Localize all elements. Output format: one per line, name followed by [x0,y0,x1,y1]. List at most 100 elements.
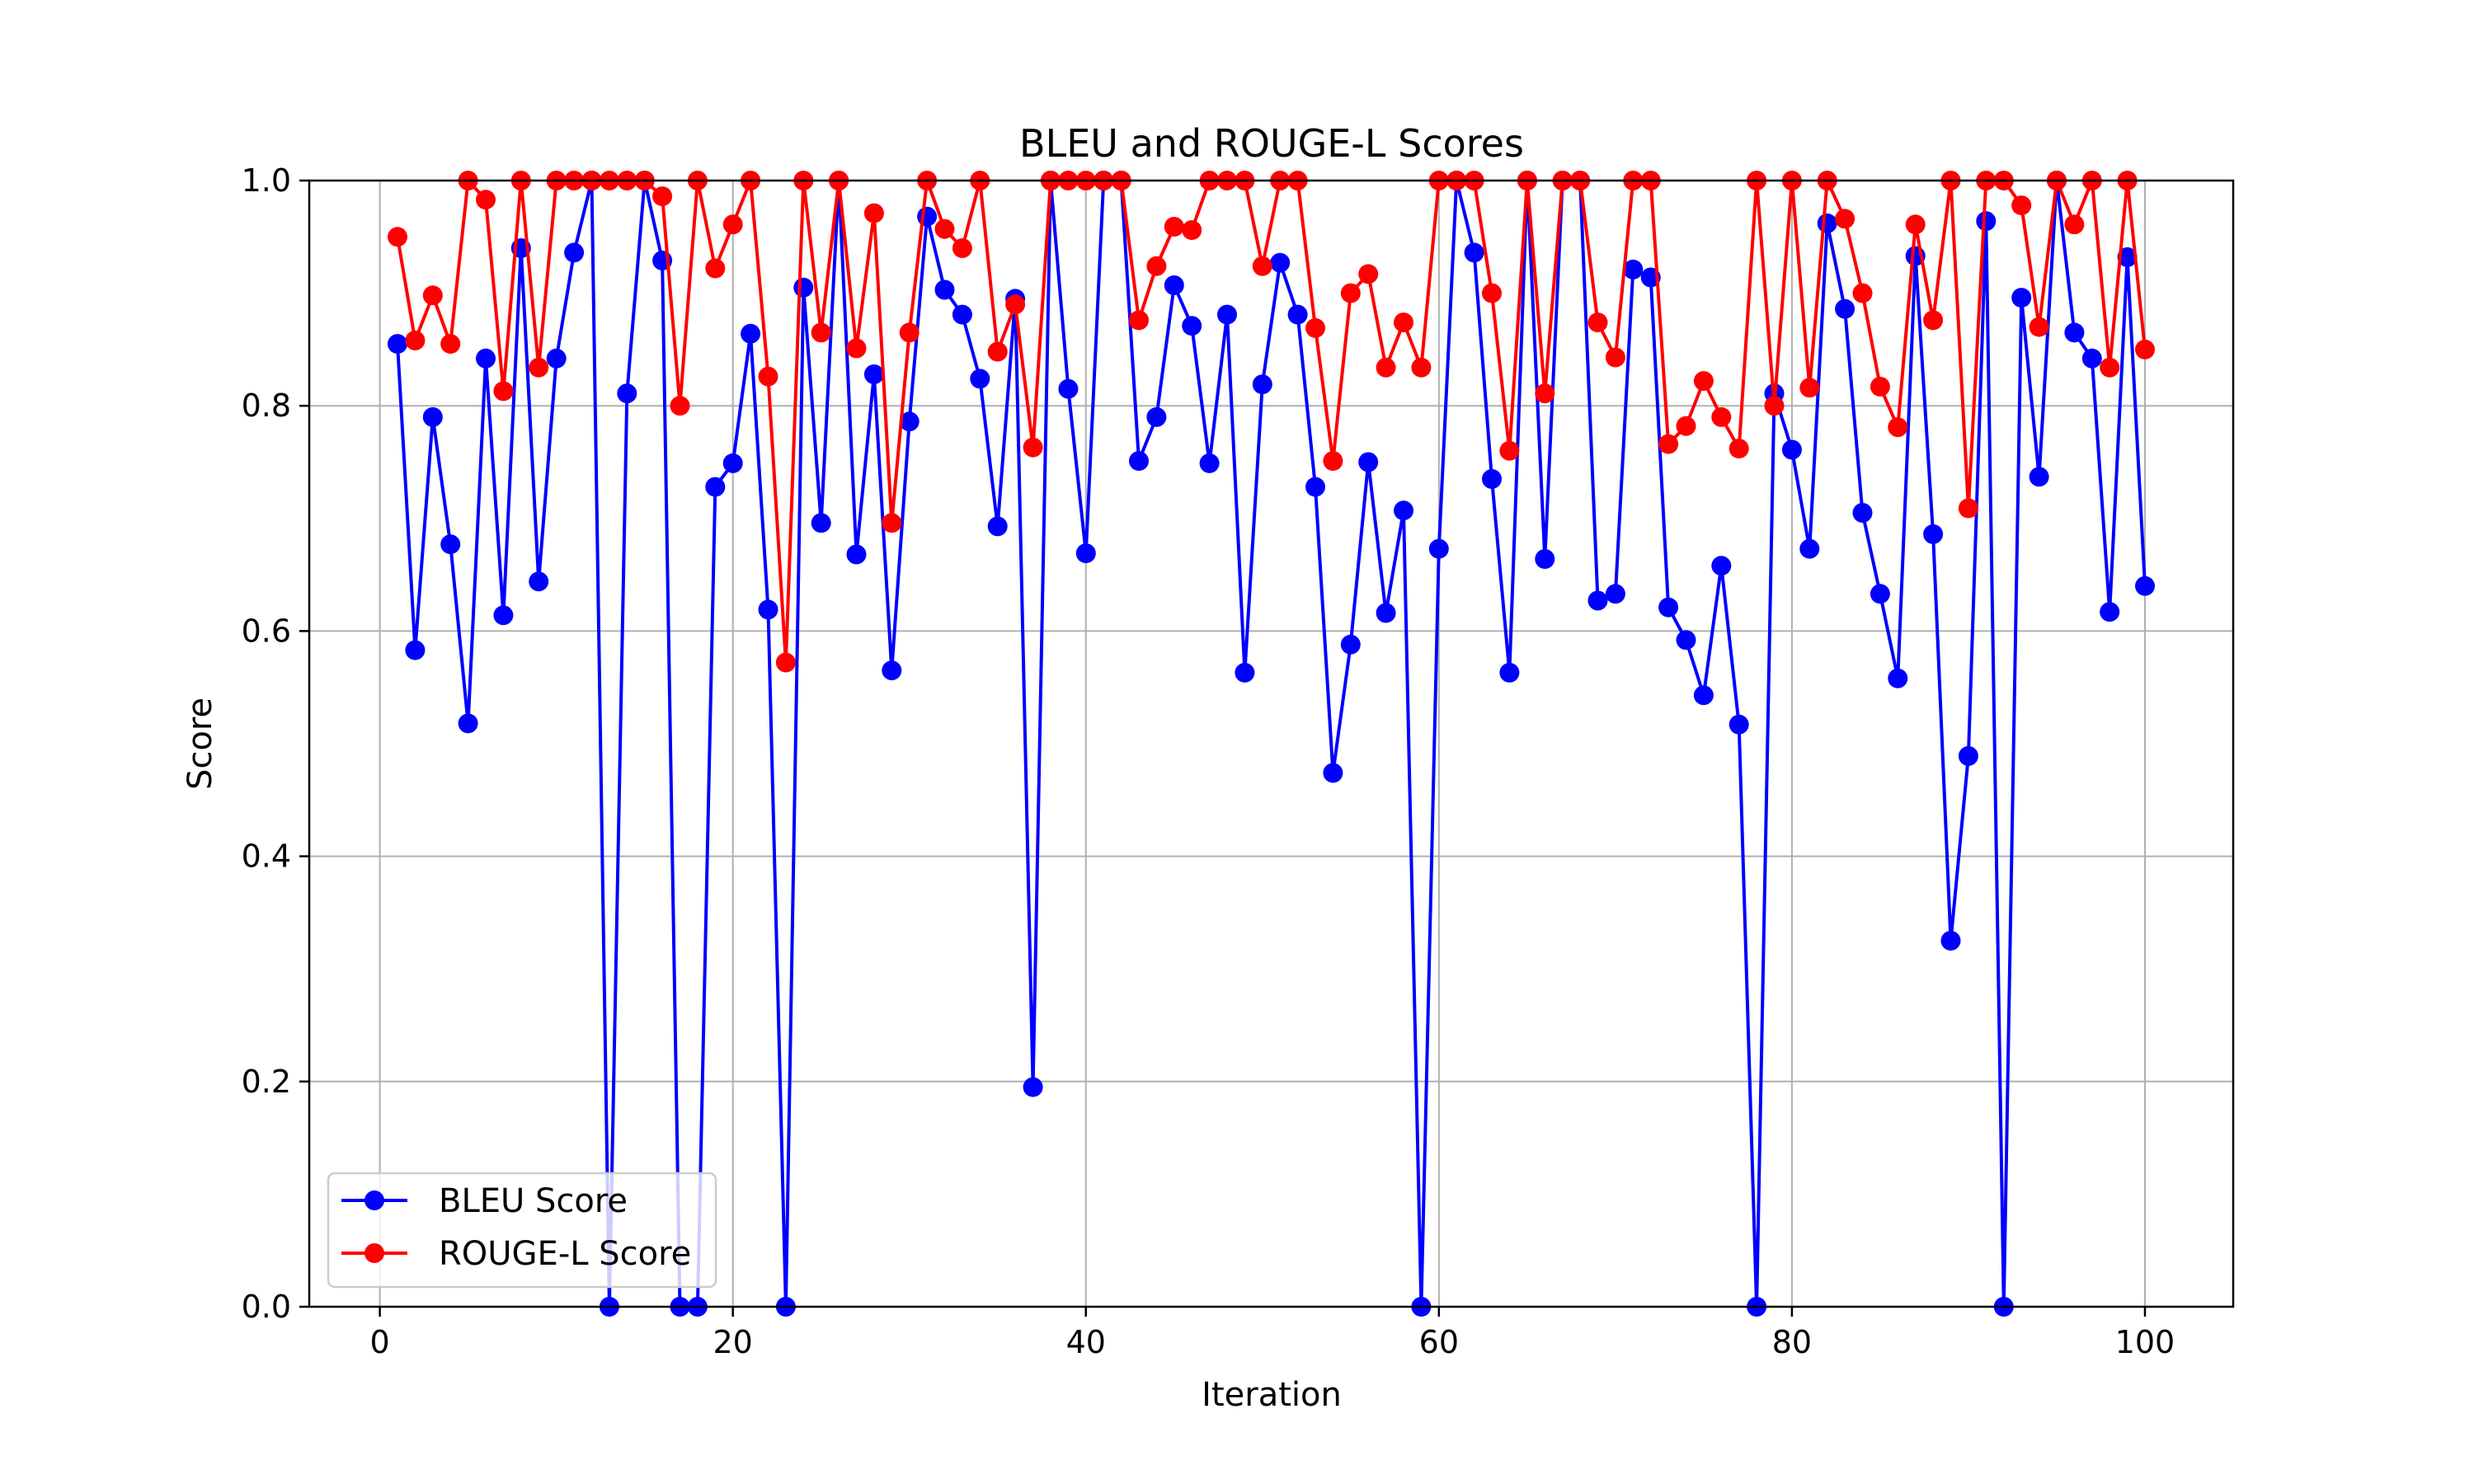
data-point-rouge-l [2064,214,2085,235]
data-point-bleu [1182,316,1202,336]
data-point-bleu [1835,298,1856,319]
axis-ticks: 0 20 40 60 80 100 0.0 0.2 0.4 0.6 0.8 1.0 [242,162,2175,1360]
data-point-rouge-l [846,338,867,359]
data-point-bleu [882,660,902,681]
data-point-rouge-l [1023,437,1043,458]
data-point-bleu [440,534,461,555]
data-point-bleu [1923,524,1944,544]
data-point-bleu [1376,603,1396,623]
data-point-rouge-l [1764,396,1785,416]
data-point-bleu [1464,242,1484,263]
data-point-bleu [1940,931,1961,951]
data-point-rouge-l [758,366,778,387]
data-point-rouge-l [952,238,972,258]
x-axis-label: Iteration [1202,1376,1342,1414]
data-point-bleu [1482,469,1502,489]
data-point-rouge-l [863,203,884,223]
series-line-rouge-l [396,179,2147,665]
data-point-rouge-l [1305,317,1325,338]
data-point-rouge-l [1482,283,1502,303]
data-point-bleu [793,277,814,298]
data-point-bleu [1729,714,1749,735]
data-point-bleu [617,383,637,404]
data-point-bleu [899,411,920,432]
data-point-rouge-l [1376,357,1396,378]
data-point-rouge-l [1605,347,1625,368]
data-point-bleu [1394,500,1413,521]
data-point-bleu [2135,575,2155,596]
data-point-bleu [1075,543,1096,564]
data-point-bleu [1976,211,1997,232]
data-point-bleu [811,513,831,533]
data-point-rouge-l [722,214,743,235]
y-tick-label: 0.2 [242,1064,291,1100]
y-tick-label: 1.0 [242,162,291,199]
data-point-rouge-l [440,334,461,355]
series-rouge-l [388,171,2155,673]
data-point-rouge-l [882,513,902,533]
data-point-bleu [1217,304,1237,325]
data-point-rouge-l [1676,416,1696,436]
data-point-bleu [917,206,938,227]
y-axis-label: Score [181,697,219,790]
data-point-rouge-l [811,322,831,343]
legend-box [327,1172,717,1289]
data-point-bleu [987,516,1008,537]
data-point-bleu [1852,503,1873,523]
data-point-bleu [1305,477,1325,497]
data-point-bleu [493,605,514,626]
data-point-rouge-l [670,396,690,416]
data-point-bleu [722,453,743,473]
legend-marker-bleu [365,1190,384,1210]
data-point-rouge-l [1252,256,1272,276]
data-point-rouge-l [476,190,496,210]
data-point-bleu [1605,584,1625,604]
data-point-bleu [1799,538,1820,559]
data-point-rouge-l [1005,294,1026,315]
data-point-rouge-l [2011,195,2032,216]
x-tick-label: 20 [713,1324,753,1360]
data-point-bleu [1711,556,1732,576]
data-point-bleu [1129,451,1149,472]
data-point-rouge-l [899,322,920,343]
data-point-bleu [1358,452,1379,472]
data-point-bleu [758,599,778,620]
data-point-rouge-l [1852,283,1873,303]
data-point-bleu [952,304,972,325]
chart-title: BLEU and ROUGE-L Scores [1019,121,1524,166]
data-point-rouge-l [1164,217,1184,237]
data-point-bleu [1693,685,1714,706]
data-point-bleu [1428,538,1449,559]
data-point-rouge-l [1711,406,1732,427]
legend-label-bleu: BLEU Score [439,1182,628,1220]
data-point-bleu [1499,662,1520,683]
data-point-bleu [1164,275,1184,295]
data-point-rouge-l [1658,434,1679,454]
data-point-bleu [2081,348,2102,369]
data-point-rouge-l [1394,312,1413,333]
plot-area-frame [308,179,2235,1308]
data-point-rouge-l [1358,264,1379,284]
data-point-rouge-l [1340,283,1361,303]
data-point-bleu [1199,453,1220,473]
data-point-bleu [1676,630,1696,650]
data-point-bleu [1252,374,1272,395]
data-point-rouge-l [405,331,426,350]
x-tick-label: 100 [2115,1324,2175,1360]
data-point-bleu [2029,467,2049,487]
series-layer [388,171,2155,1317]
x-tick-label: 40 [1066,1324,1106,1360]
data-point-bleu [1958,746,1978,766]
x-tick-label: 60 [1419,1324,1459,1360]
data-point-bleu [422,406,443,427]
data-point-bleu [1888,668,1908,688]
data-point-rouge-l [529,357,549,378]
y-tick-label: 0.6 [242,613,291,649]
legend-label-rouge: ROUGE-L Score [439,1235,691,1273]
data-point-bleu [741,323,761,344]
data-point-bleu [1323,763,1343,783]
y-tick-label: 0.0 [242,1289,291,1325]
data-point-rouge-l [493,381,514,402]
data-point-rouge-l [388,227,407,247]
